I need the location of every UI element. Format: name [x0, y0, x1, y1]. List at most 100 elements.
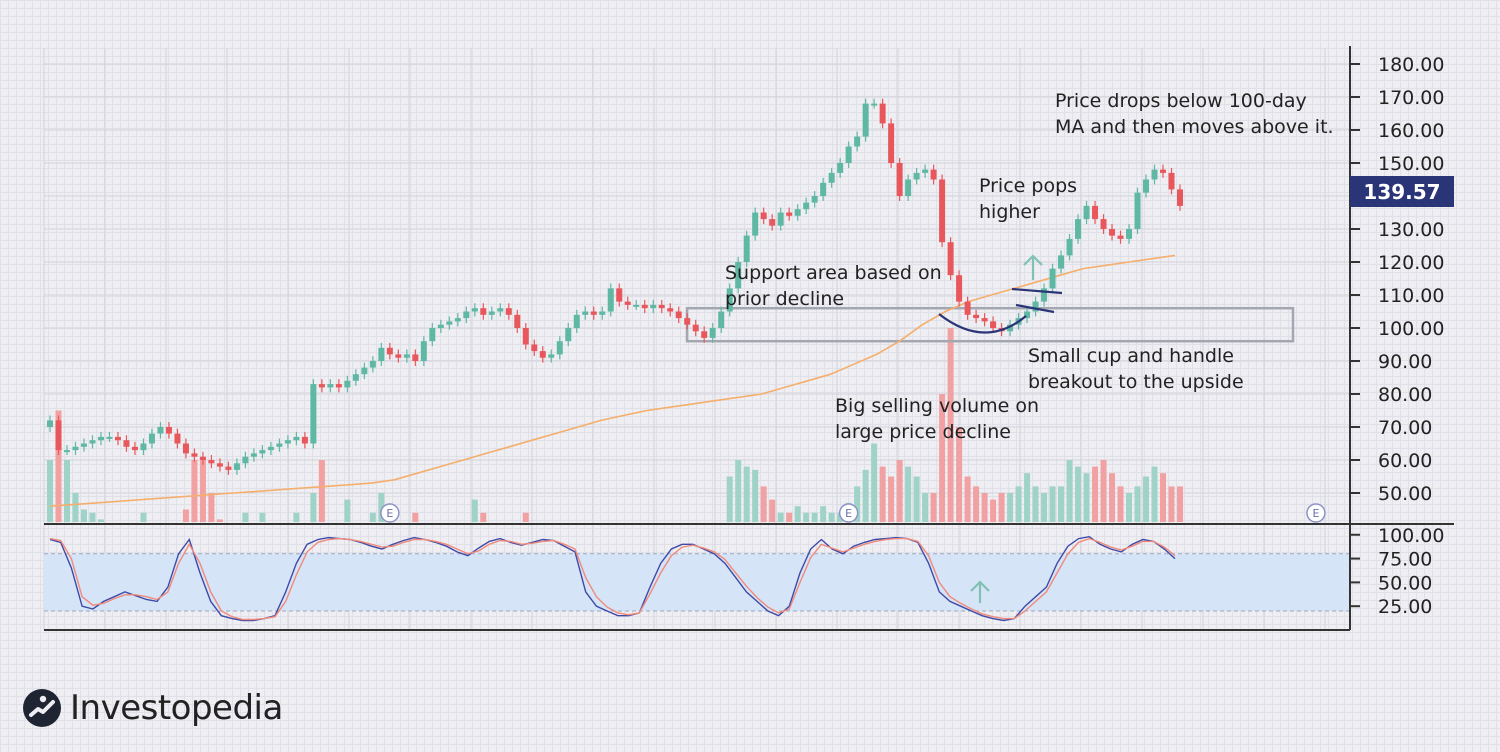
candle-body [1041, 288, 1048, 302]
candle-body [922, 169, 929, 173]
volume-bar [199, 460, 206, 522]
earnings-marker-label: E [386, 507, 393, 520]
support-area-box [685, 306, 1295, 343]
candle-body [395, 354, 402, 358]
volume-bar [854, 486, 861, 522]
candle-body [182, 443, 189, 454]
volume-bar [47, 460, 53, 522]
candle-body [522, 328, 529, 345]
candle-body [616, 288, 623, 302]
candle-body [318, 384, 325, 388]
annotation-volume: Big selling volume on large price declin… [835, 395, 1039, 443]
candle-body [199, 456, 206, 460]
candle-body [335, 384, 342, 388]
candle-body [752, 212, 759, 236]
candle-body [1168, 172, 1175, 190]
candle-body [514, 314, 521, 328]
candle-body [947, 242, 954, 276]
volume-bar [726, 476, 733, 522]
earnings-marker [1306, 503, 1326, 523]
candle-body [531, 344, 538, 352]
annotation-cup: Small cup and handle breakout to the ups… [1028, 345, 1244, 393]
earnings-marker-label: E [1312, 507, 1319, 520]
candle-body [539, 351, 546, 358]
volume-bar [803, 512, 810, 522]
candle-body [250, 453, 257, 457]
volume-bar [1092, 466, 1099, 522]
stochastic-d-line [49, 537, 1176, 621]
candle-body [1100, 219, 1107, 229]
volume-bar [1041, 493, 1048, 522]
annotation-volume-line2: large price decline [835, 421, 1011, 443]
candle-body [582, 311, 589, 315]
candle-body [344, 380, 351, 388]
candle-body [216, 463, 223, 467]
candle-body [786, 212, 793, 216]
candle-body [990, 321, 997, 328]
candle-body [794, 209, 801, 216]
annotation-ma-line1: Price drops below 100-day [1055, 90, 1307, 112]
volume-bar [1143, 476, 1150, 522]
investopedia-logo-icon [23, 689, 61, 727]
candle-body [1109, 229, 1116, 236]
candle-body [47, 420, 53, 427]
volume-bar [242, 512, 249, 522]
volume-bar [1117, 486, 1124, 522]
annotation-ma-line2: MA and then moves above it. [1055, 116, 1334, 138]
candlesticks [47, 98, 1183, 475]
candle-body [148, 433, 155, 444]
candle-body [259, 450, 266, 454]
handle-top-line [1011, 287, 1063, 295]
candle-body [267, 446, 274, 451]
candle-body [454, 318, 461, 322]
candle-body [718, 311, 725, 328]
candle-body [1126, 229, 1133, 239]
annotation-cup-line2: breakout to the upside [1028, 371, 1244, 393]
candle-body [242, 456, 249, 464]
volume-bar [871, 443, 878, 522]
candle-body [480, 308, 487, 315]
candle-body [233, 463, 240, 470]
candle-body [301, 436, 308, 444]
candle-body [191, 453, 198, 457]
volume-bar [140, 512, 147, 522]
candle-body [1075, 219, 1082, 239]
candle-body [845, 146, 852, 163]
volume-bar [888, 476, 895, 522]
price-tick-label: 90.00 [1378, 351, 1432, 373]
candle-body [701, 331, 708, 338]
candle-body [327, 384, 334, 388]
volume-bar [947, 328, 954, 522]
candle-body [735, 262, 742, 289]
candle-body [726, 288, 733, 312]
candle-body [709, 328, 716, 338]
volume-bar [182, 509, 189, 522]
candle-body [55, 420, 62, 451]
volume-bar [1109, 473, 1116, 522]
candle-body [658, 304, 665, 309]
candle-body [1151, 169, 1158, 180]
price-tick-label: 130.00 [1378, 219, 1444, 241]
candle-body [896, 163, 903, 196]
volume-bar [63, 460, 70, 522]
volume-bar [216, 519, 223, 522]
stoch-up-arrow-head [970, 580, 990, 592]
candle-body [777, 212, 784, 226]
volume-bar [820, 506, 827, 522]
stochastic-k-line [49, 535, 1176, 622]
volume-bar [1134, 486, 1141, 522]
candle-body [505, 308, 512, 315]
price-tick-label: 150.00 [1378, 153, 1444, 175]
current-price-label: 139.57 [1363, 180, 1440, 204]
volume-bar [480, 512, 487, 522]
volume-bar [905, 466, 912, 522]
volume-bar [1049, 486, 1056, 522]
volume-bar [97, 519, 104, 522]
volume-bar [1160, 473, 1167, 522]
volume-bar [956, 427, 963, 522]
volume-bar [794, 506, 801, 522]
volume-bar [998, 493, 1005, 522]
price-tick-labels: 180.00170.00160.00150.00140.00130.00120.… [1350, 54, 1444, 505]
candle-body [208, 460, 215, 464]
candle-body [310, 384, 317, 444]
